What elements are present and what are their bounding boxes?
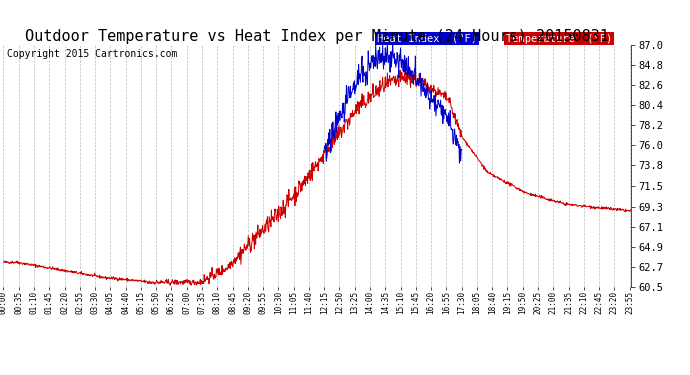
Text: Heat Index  (°F): Heat Index (°F): [377, 34, 477, 44]
Text: Copyright 2015 Cartronics.com: Copyright 2015 Cartronics.com: [7, 49, 177, 59]
Text: Temperature  (°F): Temperature (°F): [506, 34, 612, 44]
Title: Outdoor Temperature vs Heat Index per Minute (24 Hours) 20150831: Outdoor Temperature vs Heat Index per Mi…: [26, 29, 609, 44]
